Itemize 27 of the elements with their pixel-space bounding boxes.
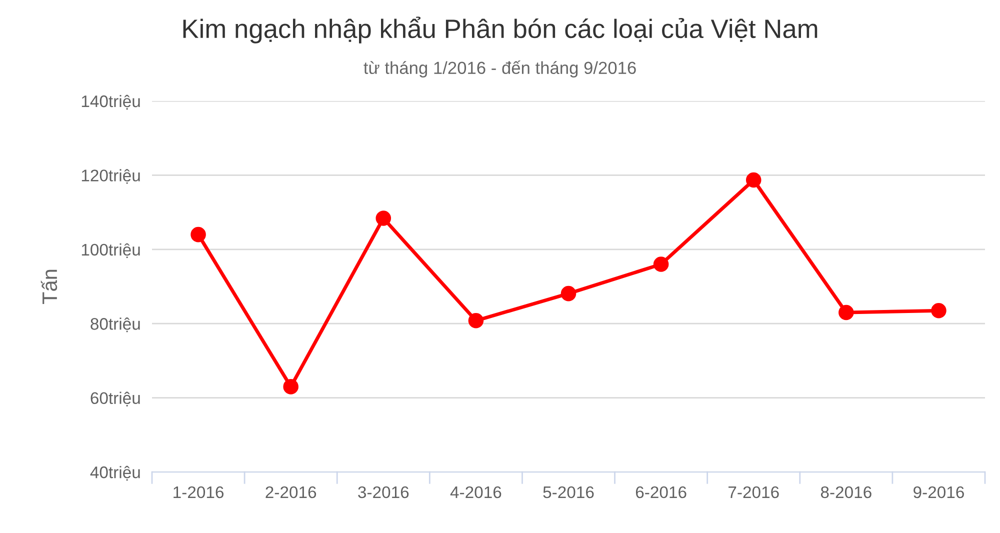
point <box>560 286 576 302</box>
x-tick-label: 7-2016 <box>728 486 779 498</box>
point <box>468 313 484 328</box>
chart-title: Kim ngạch nhập khẩu Phân bón các loại của Việt Nam <box>183 16 818 44</box>
x-tick-label: 8-2016 <box>820 486 872 498</box>
y-tick-label: 40triệu <box>90 466 140 481</box>
point <box>283 379 298 394</box>
chart-subtitle: từ tháng 1/2016 - đến tháng 9/2016 <box>364 60 636 78</box>
y-tick-label: 60triệu <box>90 392 140 406</box>
point <box>653 256 669 272</box>
x-tick-label: 5-2016 <box>543 486 594 498</box>
x-tick-label: 6-2016 <box>636 486 686 498</box>
x-tick-label: 9-2016 <box>914 486 964 498</box>
point <box>190 226 206 242</box>
x-tick-label: 2-2016 <box>266 486 316 498</box>
y-tick-label: 120triệu <box>82 169 140 184</box>
point <box>838 304 854 320</box>
point <box>931 302 946 318</box>
x-tick-label: 1-2016 <box>174 486 224 498</box>
y-tick-label: 140triệu <box>82 94 140 110</box>
point <box>376 210 392 226</box>
x-tick-label: 4-2016 <box>450 486 502 498</box>
y-axis-title: Tấn <box>40 270 58 304</box>
y-tick-label: 80triệu <box>90 318 140 332</box>
y-tick-label: 100triệu <box>82 243 140 258</box>
x-tick-label: 3-2016 <box>358 486 409 498</box>
point <box>746 172 762 188</box>
